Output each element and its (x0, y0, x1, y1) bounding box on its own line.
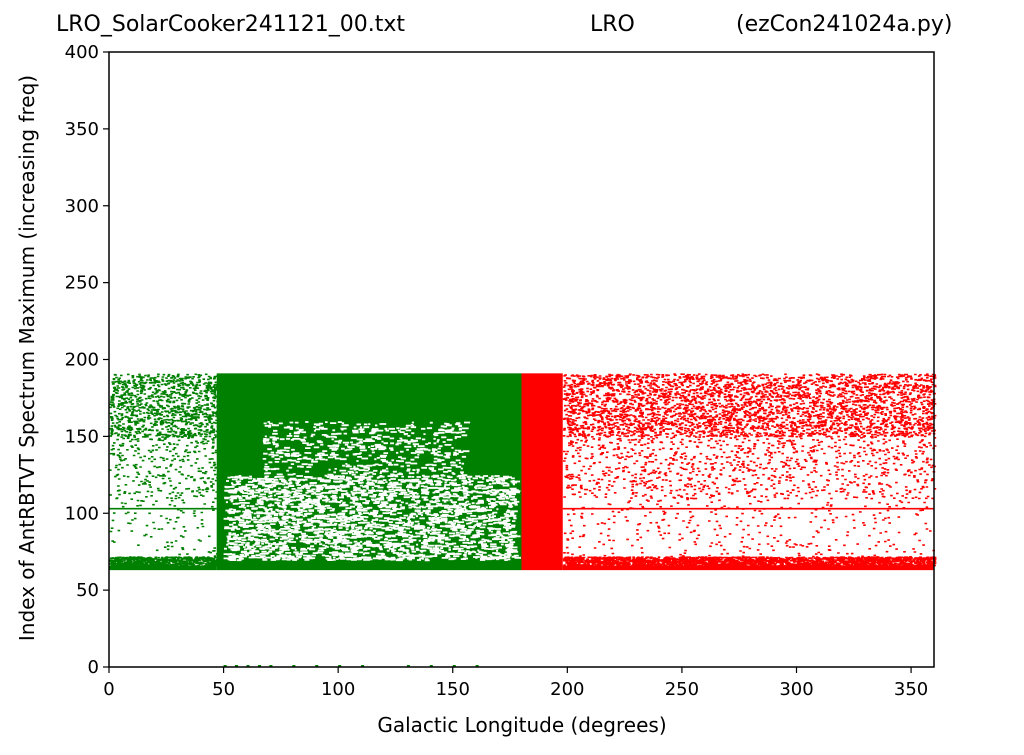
axes: 0 50 100 150 200 250 300 350 0 50 100 150 200 250 300 3… (65, 42, 935, 700)
plot-frame (108, 51, 935, 668)
x-axis-label: Galactic Longitude (degrees) (377, 713, 666, 737)
region-2-solid (521, 373, 563, 571)
zero-mark (452, 665, 456, 667)
zero-mark (235, 665, 239, 667)
y-tick-label: 100 (65, 503, 99, 524)
zero-mark (269, 665, 273, 667)
y-tick-label: 300 (65, 196, 99, 217)
region-0-upper-dots (109, 373, 220, 438)
region-0-bottom-band (109, 565, 217, 571)
region-3-mid-dots (563, 436, 937, 500)
y-tick-label: 150 (65, 426, 99, 447)
y-tick-label: 250 (65, 273, 99, 294)
zero-mark (406, 665, 410, 667)
chart-title-script: (ezCon241024a.py) (736, 12, 953, 37)
region-0-mid-dots (109, 436, 219, 500)
x-tick-label: 50 (212, 679, 235, 700)
region-3-bottom-band (562, 565, 934, 571)
region-0-low-dots (109, 498, 220, 558)
zero-mark (223, 665, 227, 667)
y-tick-label: 400 (65, 42, 99, 63)
region-1-upper-gaps (262, 421, 471, 477)
region-1-gaps (223, 474, 521, 562)
y-tick-label: 50 (76, 580, 99, 601)
region-0-bottom-dots (109, 556, 220, 568)
zero-mark (361, 665, 365, 667)
chart-title-filename: LRO_SolarCooker241121_00.txt (56, 12, 405, 37)
zero-mark (257, 665, 261, 667)
x-tick-label: 350 (894, 679, 928, 700)
region-3-low-dots (563, 498, 935, 558)
y-tick-label: 0 (88, 657, 99, 678)
zero-mark (338, 665, 342, 667)
x-tick-label: 300 (779, 679, 813, 700)
zero-mark (246, 665, 250, 667)
x-tick-label: 200 (550, 679, 584, 700)
x-tick-label: 100 (321, 679, 355, 700)
y-tick-label: 200 (65, 350, 99, 371)
x-tick-label: 250 (665, 679, 699, 700)
zero-mark (315, 665, 319, 667)
x-tick-label: 0 (103, 679, 114, 700)
x-tick-label: 150 (436, 679, 470, 700)
chart-title-station: LRO (590, 12, 635, 37)
zero-mark (475, 665, 479, 667)
region-3-bottom-dots (562, 556, 937, 568)
region-3-upper-dots (562, 373, 937, 438)
y-tick-label: 350 (65, 119, 99, 140)
data-marks (109, 373, 937, 667)
zero-mark (429, 665, 433, 667)
y-axis-label: Index of AntRBTVT Spectrum Maximum (incr… (15, 75, 39, 641)
zero-mark (292, 665, 296, 667)
